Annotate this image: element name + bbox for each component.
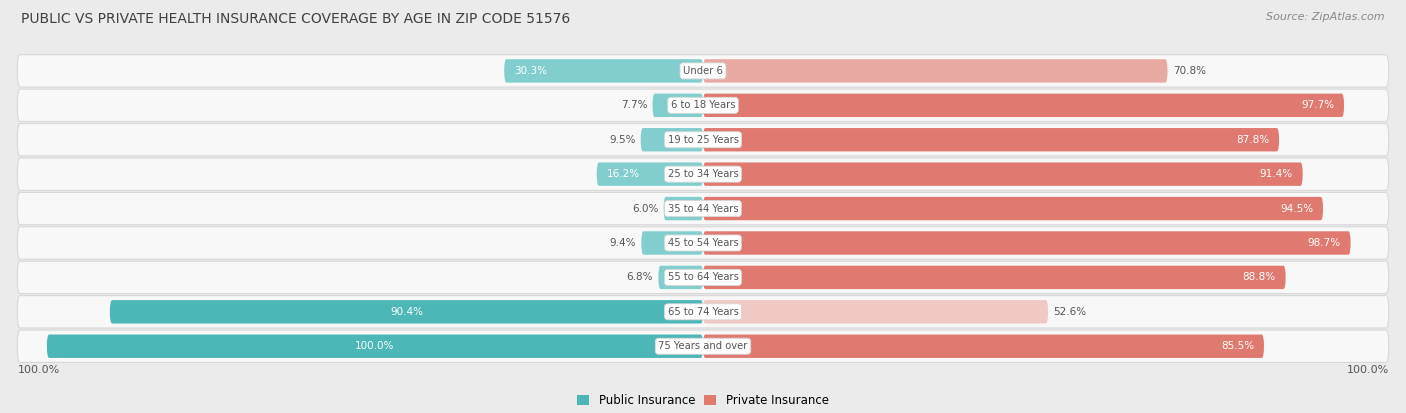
Text: 75 Years and over: 75 Years and over [658,341,748,351]
FancyBboxPatch shape [703,59,1167,83]
Text: 100.0%: 100.0% [1347,365,1389,375]
Text: 87.8%: 87.8% [1236,135,1270,145]
Text: 16.2%: 16.2% [606,169,640,179]
Text: 9.4%: 9.4% [610,238,636,248]
FancyBboxPatch shape [703,94,1344,117]
Text: 100.0%: 100.0% [17,365,59,375]
FancyBboxPatch shape [641,231,703,255]
Text: 88.8%: 88.8% [1243,273,1275,282]
FancyBboxPatch shape [17,296,1389,328]
FancyBboxPatch shape [703,300,1047,323]
FancyBboxPatch shape [703,335,1264,358]
Text: 97.7%: 97.7% [1301,100,1334,110]
FancyBboxPatch shape [703,128,1279,152]
FancyBboxPatch shape [664,197,703,220]
FancyBboxPatch shape [703,266,1285,289]
Text: 90.4%: 90.4% [389,307,423,317]
FancyBboxPatch shape [17,227,1389,259]
Text: 30.3%: 30.3% [515,66,547,76]
Text: PUBLIC VS PRIVATE HEALTH INSURANCE COVERAGE BY AGE IN ZIP CODE 51576: PUBLIC VS PRIVATE HEALTH INSURANCE COVER… [21,12,571,26]
FancyBboxPatch shape [17,89,1389,121]
Text: Source: ZipAtlas.com: Source: ZipAtlas.com [1267,12,1385,22]
FancyBboxPatch shape [17,55,1389,87]
FancyBboxPatch shape [17,123,1389,156]
Text: 65 to 74 Years: 65 to 74 Years [668,307,738,317]
FancyBboxPatch shape [596,162,703,186]
FancyBboxPatch shape [703,197,1323,220]
Text: 91.4%: 91.4% [1260,169,1294,179]
Text: 6.0%: 6.0% [633,204,658,214]
FancyBboxPatch shape [652,94,703,117]
Text: 100.0%: 100.0% [356,341,395,351]
FancyBboxPatch shape [703,231,1351,255]
FancyBboxPatch shape [46,335,703,358]
Text: 35 to 44 Years: 35 to 44 Years [668,204,738,214]
FancyBboxPatch shape [658,266,703,289]
Text: 19 to 25 Years: 19 to 25 Years [668,135,738,145]
Text: 45 to 54 Years: 45 to 54 Years [668,238,738,248]
Text: 7.7%: 7.7% [620,100,647,110]
Text: 85.5%: 85.5% [1220,341,1254,351]
FancyBboxPatch shape [17,330,1389,363]
Text: 9.5%: 9.5% [609,135,636,145]
Text: 55 to 64 Years: 55 to 64 Years [668,273,738,282]
FancyBboxPatch shape [110,300,703,323]
FancyBboxPatch shape [17,158,1389,190]
FancyBboxPatch shape [641,128,703,152]
Text: 25 to 34 Years: 25 to 34 Years [668,169,738,179]
FancyBboxPatch shape [703,162,1303,186]
Text: 6 to 18 Years: 6 to 18 Years [671,100,735,110]
FancyBboxPatch shape [505,59,703,83]
Text: 6.8%: 6.8% [627,273,654,282]
Text: 52.6%: 52.6% [1053,307,1087,317]
Text: 94.5%: 94.5% [1279,204,1313,214]
FancyBboxPatch shape [17,261,1389,294]
Legend: Public Insurance, Private Insurance: Public Insurance, Private Insurance [578,394,828,407]
FancyBboxPatch shape [17,192,1389,225]
Text: 70.8%: 70.8% [1173,66,1206,76]
Text: 98.7%: 98.7% [1308,238,1341,248]
Text: Under 6: Under 6 [683,66,723,76]
